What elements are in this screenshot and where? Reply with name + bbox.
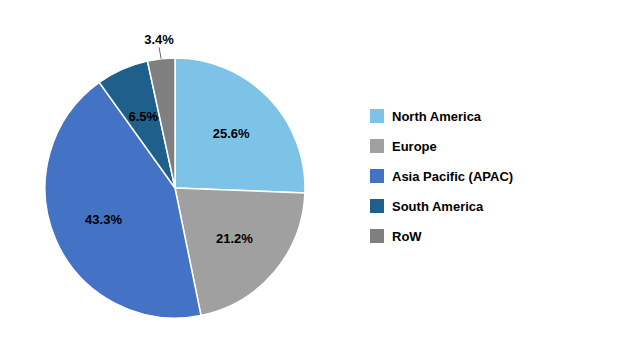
legend-label: North America: [392, 109, 482, 124]
data-labels: 25.6% 21.2% 43.3% 6.5% 3.4%: [85, 32, 253, 246]
legend-label: Europe: [392, 139, 437, 154]
data-label: 25.6%: [213, 126, 250, 141]
legend-item: North America: [370, 109, 482, 124]
legend-item: RoW: [370, 229, 422, 244]
legend-item: South America: [370, 199, 484, 214]
leader-line: [159, 47, 161, 58]
pie: 25.6% 21.2% 43.3% 6.5% 3.4%: [45, 32, 305, 318]
legend-swatch: [370, 229, 384, 243]
legend-swatch: [370, 199, 384, 213]
legend-item: Asia Pacific (APAC): [370, 169, 513, 184]
slices: [45, 58, 305, 318]
pie-slice: [175, 58, 305, 193]
data-label: 43.3%: [85, 212, 122, 227]
chart-svg: 25.6% 21.2% 43.3% 6.5% 3.4% North America Euro…: [0, 0, 633, 352]
legend-label: Asia Pacific (APAC): [392, 169, 513, 184]
data-label: 3.4%: [144, 32, 174, 47]
legend-label: South America: [392, 199, 484, 214]
data-label: 6.5%: [129, 109, 159, 124]
legend-swatch: [370, 169, 384, 183]
legend-item: Europe: [370, 139, 437, 154]
chart-container: 25.6% 21.2% 43.3% 6.5% 3.4% North America Euro…: [0, 0, 633, 352]
data-label: 21.2%: [216, 231, 253, 246]
legend-swatch: [370, 139, 384, 153]
legend: North America Europe Asia Pacific (APAC) So…: [370, 109, 513, 244]
legend-label: RoW: [392, 229, 422, 244]
legend-swatch: [370, 109, 384, 123]
pie-slice: [45, 82, 201, 318]
